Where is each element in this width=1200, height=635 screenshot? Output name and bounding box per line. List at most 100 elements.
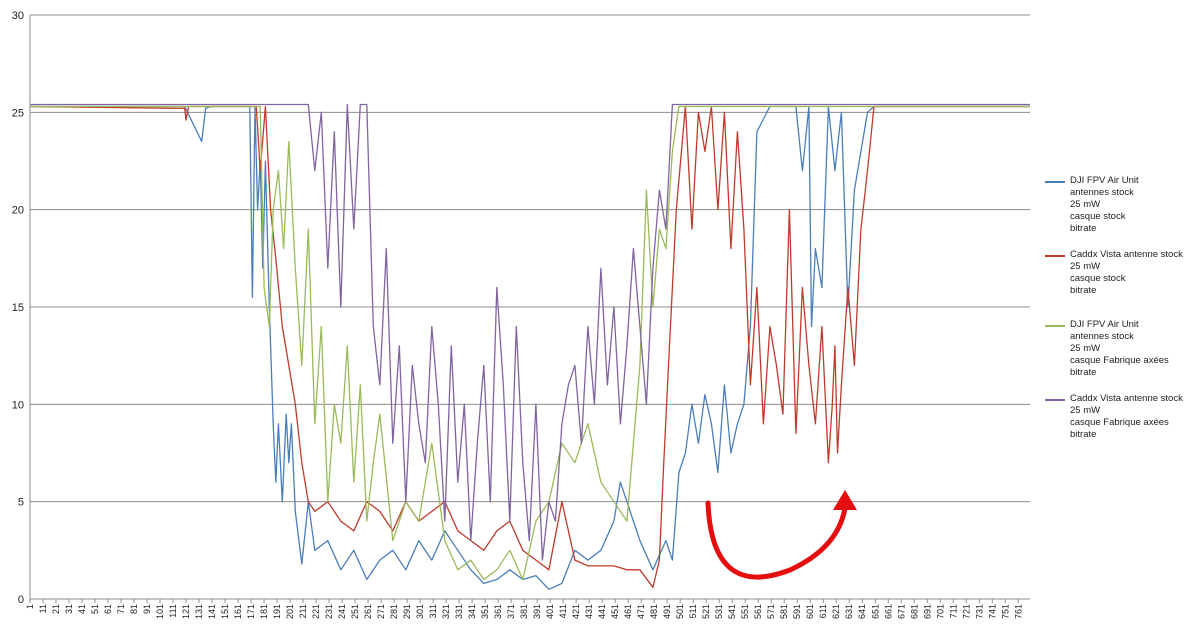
x-tick-label: 711 (948, 604, 958, 618)
series-line-4 (30, 103, 1030, 561)
legend: DJI FPV Air Unit antennes stock 25 mW casqu… (1045, 175, 1195, 455)
curved-red-arrow-annotation (705, 490, 857, 580)
legend-label: bitrate (1070, 367, 1097, 378)
x-tick-label: 1 (25, 604, 35, 609)
series-line-3 (30, 105, 1030, 581)
x-tick-label: 181 (259, 604, 269, 619)
x-tick-label: 421 (571, 604, 581, 619)
x-tick-label: 561 (753, 604, 763, 619)
x-tick-label: 461 (623, 604, 633, 619)
x-tick-label: 281 (389, 604, 399, 619)
x-tick-label: 271 (376, 604, 386, 619)
legend-label: Caddx Vista antenne stock (1070, 393, 1183, 404)
y-axis-tick-labels: 0 5 10 15 20 25 30 (12, 10, 24, 606)
x-tick-label: 601 (805, 604, 815, 619)
legend-label: Caddx Vista antenne stock (1070, 249, 1183, 260)
y-tick-label: 15 (12, 302, 24, 314)
x-tick-label: 211 (298, 604, 308, 618)
x-tick-label: 311 (428, 604, 438, 618)
x-tick-label: 651 (870, 604, 880, 619)
y-tick-label: 0 (18, 594, 24, 606)
legend-label: 25 mW (1070, 343, 1101, 354)
legend-entry: DJI FPV Air Unit antennes stock 25 mW casqu… (1045, 175, 1195, 235)
x-tick-label: 731 (974, 604, 984, 619)
x-tick-label: 141 (207, 604, 217, 619)
legend-label: bitrate (1070, 429, 1097, 440)
x-tick-label: 631 (844, 604, 854, 619)
x-tick-label: 261 (363, 604, 373, 619)
x-tick-label: 581 (779, 604, 789, 619)
legend-label: casque Fabrique axées (1070, 355, 1169, 366)
series-line-2 (29, 105, 1030, 588)
legend-label: 25 mW (1070, 199, 1101, 210)
x-tick-label: 521 (701, 604, 711, 619)
x-tick-label: 641 (857, 604, 867, 619)
legend-label: antennes stock (1070, 187, 1134, 198)
x-tick-label: 761 (1013, 604, 1023, 619)
x-tick-label: 361 (493, 604, 503, 619)
x-tick-label: 381 (519, 604, 529, 619)
y-tick-label: 25 (12, 107, 24, 119)
legend-label: 25 mW (1070, 405, 1101, 416)
x-tick-label: 441 (597, 604, 607, 619)
legend-label: 25 mW (1070, 261, 1101, 272)
x-tick-label: 351 (480, 604, 490, 619)
x-tick-label: 61 (103, 604, 113, 614)
legend-entry: DJI FPV Air Unit antennes stock 25 mW casq… (1045, 319, 1195, 379)
y-tick-label: 30 (12, 10, 24, 22)
x-tick-label: 331 (454, 604, 464, 619)
x-tick-label: 131 (194, 604, 204, 619)
x-tick-label: 511 (688, 604, 698, 618)
x-tick-label: 721 (961, 604, 971, 619)
x-tick-label: 591 (792, 604, 802, 619)
legend-entry: Caddx Vista antenne stock 25 mW casque Fa… (1045, 393, 1195, 441)
x-tick-label: 531 (714, 604, 724, 619)
gridlines (30, 14, 1030, 600)
x-tick-label: 121 (181, 604, 191, 619)
x-tick-label: 481 (649, 604, 659, 619)
x-tick-label: 161 (233, 604, 243, 619)
legend-label: bitrate (1070, 223, 1097, 234)
x-tick-label: 681 (909, 604, 919, 619)
x-tick-label: 291 (402, 604, 412, 619)
x-tick-label: 221 (311, 604, 321, 619)
x-axis-tick-labels: 1 11 21 31 41 51 61 71 81 91 101 111 121 131 141 151 161… (25, 599, 1023, 619)
x-tick-label: 191 (272, 604, 282, 619)
x-tick-label: 471 (636, 604, 646, 619)
x-tick-label: 51 (90, 604, 100, 614)
y-tick-label: 5 (18, 497, 24, 509)
x-tick-label: 491 (662, 604, 672, 619)
legend-swatch (1045, 325, 1065, 327)
x-tick-label: 101 (155, 604, 165, 619)
x-tick-label: 671 (896, 604, 906, 619)
legend-label: DJI FPV Air Unit (1070, 175, 1139, 186)
x-tick-label: 21 (51, 604, 61, 614)
x-tick-label: 501 (675, 604, 685, 619)
x-tick-label: 231 (324, 604, 334, 619)
legend-swatch (1045, 181, 1065, 183)
series-lines (29, 103, 1030, 590)
x-tick-label: 571 (766, 604, 776, 619)
x-tick-label: 451 (610, 604, 620, 619)
legend-swatch (1045, 255, 1065, 257)
x-tick-label: 411 (558, 604, 568, 618)
x-tick-label: 11 (38, 604, 48, 613)
x-tick-label: 81 (129, 604, 139, 614)
x-tick-label: 31 (64, 604, 74, 614)
x-tick-label: 341 (467, 604, 477, 619)
x-tick-label: 71 (116, 604, 126, 614)
x-tick-label: 91 (142, 604, 152, 614)
y-tick-label: 20 (12, 205, 24, 217)
legend-label: antennes stock (1070, 331, 1134, 342)
legend-label: DJI FPV Air Unit (1070, 319, 1139, 330)
x-tick-label: 621 (831, 604, 841, 619)
y-tick-label: 10 (12, 399, 24, 411)
x-tick-label: 661 (883, 604, 893, 619)
x-tick-label: 401 (545, 604, 555, 619)
x-tick-label: 371 (506, 604, 516, 619)
x-tick-label: 551 (740, 604, 750, 619)
series-line-1 (30, 105, 1030, 590)
x-tick-label: 751 (1000, 604, 1010, 619)
